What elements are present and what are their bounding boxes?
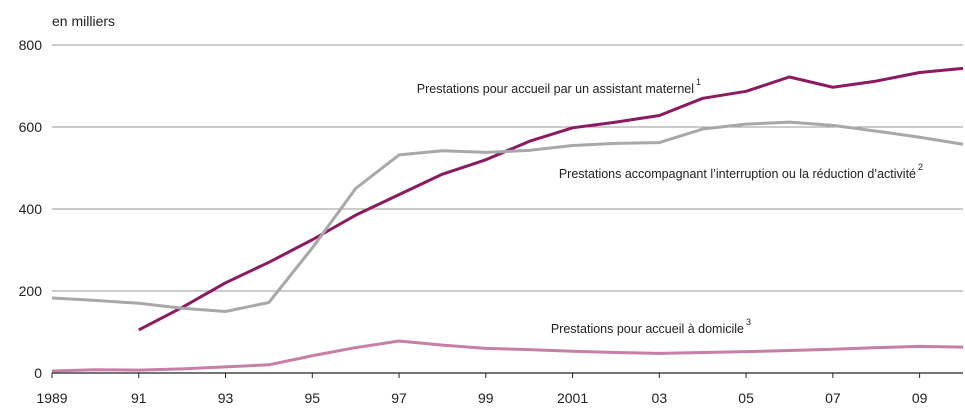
y-tick-label: 400 [19,201,43,217]
x-tick-label: 07 [825,390,841,406]
x-tick-label: 05 [738,390,754,406]
series-note: 2 [918,162,923,172]
series-note: 3 [746,317,751,327]
y-tick-label: 600 [19,119,43,135]
series-line [138,66,964,332]
x-tick-label: 91 [131,390,147,406]
y-tick-label: 0 [34,365,42,381]
series-line [51,120,964,313]
series-label: Prestations pour accueil à domicile [551,322,744,336]
x-tick-label: 1989 [36,390,67,406]
y-tick-label: 200 [19,283,43,299]
x-tick-label: 09 [912,390,928,406]
y-axis-label: en milliers [52,13,115,29]
series-label: Prestations pour accueil par un assistan… [417,82,694,96]
series-note: 1 [696,77,701,87]
x-tick-label: 97 [391,390,407,406]
x-tick-label: 03 [652,390,668,406]
series-line [51,339,964,373]
x-tick-label: 2001 [557,390,588,406]
x-tick-label: 99 [478,390,494,406]
x-tick-label: 93 [218,390,234,406]
series-label: Prestations accompagnant l’interruption … [559,167,916,181]
y-tick-label: 800 [19,37,43,53]
x-tick-label: 95 [304,390,320,406]
